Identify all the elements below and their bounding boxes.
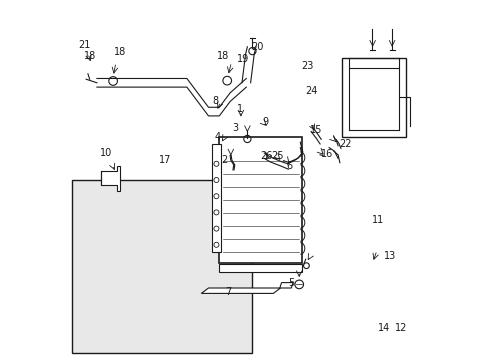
Text: 14: 14: [377, 323, 389, 333]
Polygon shape: [101, 166, 120, 191]
Bar: [219, 137, 302, 263]
Text: 15: 15: [310, 125, 322, 135]
Text: 3: 3: [232, 123, 238, 133]
Polygon shape: [279, 283, 292, 288]
Text: 5: 5: [287, 278, 294, 288]
Text: 13: 13: [384, 251, 396, 261]
Text: 17: 17: [159, 155, 171, 165]
Text: 22: 22: [338, 139, 351, 149]
Text: 16: 16: [321, 149, 333, 159]
FancyBboxPatch shape: [72, 180, 251, 353]
Text: 2: 2: [221, 155, 226, 165]
Text: 18: 18: [114, 47, 126, 57]
Text: 7: 7: [224, 287, 231, 297]
Text: 24: 24: [305, 86, 317, 96]
Bar: [212, 144, 221, 252]
Text: 19: 19: [237, 54, 249, 64]
Text: 10: 10: [100, 148, 112, 158]
Text: 23: 23: [301, 61, 313, 71]
Text: 18: 18: [216, 51, 228, 61]
Text: 6: 6: [286, 161, 292, 171]
Text: 8: 8: [211, 96, 218, 106]
Text: 1: 1: [236, 104, 243, 114]
Text: 11: 11: [371, 215, 384, 225]
Text: 4: 4: [214, 132, 221, 142]
Text: 12: 12: [394, 323, 407, 333]
Polygon shape: [201, 288, 280, 293]
Bar: [341, 58, 406, 137]
Text: 18: 18: [84, 51, 96, 61]
Text: 9: 9: [262, 117, 268, 127]
Text: 20: 20: [250, 42, 263, 52]
Bar: [219, 264, 302, 272]
Text: 25: 25: [271, 151, 284, 161]
Text: 21: 21: [78, 40, 90, 50]
Text: 26: 26: [260, 151, 272, 161]
